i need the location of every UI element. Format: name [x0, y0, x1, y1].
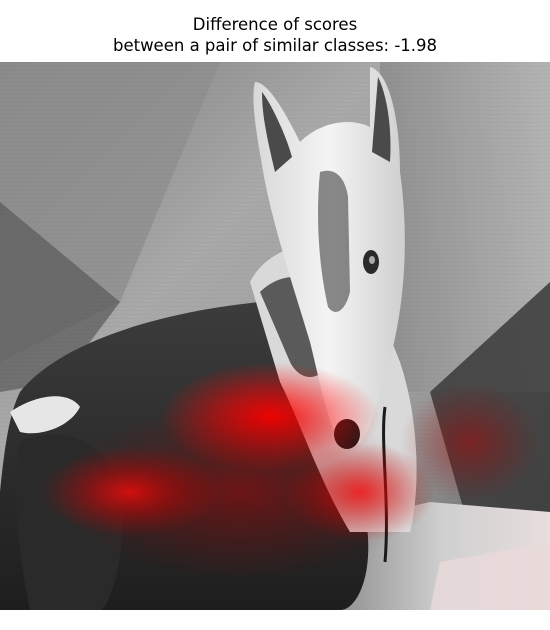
dog-photo [0, 62, 550, 610]
title-line-2: between a pair of similar classes: -1.98 [112, 36, 438, 55]
title-line-1: Difference of scores [192, 15, 358, 34]
figure-title: Difference of scores between a pair of s… [0, 14, 550, 56]
saliency-image [0, 62, 550, 610]
